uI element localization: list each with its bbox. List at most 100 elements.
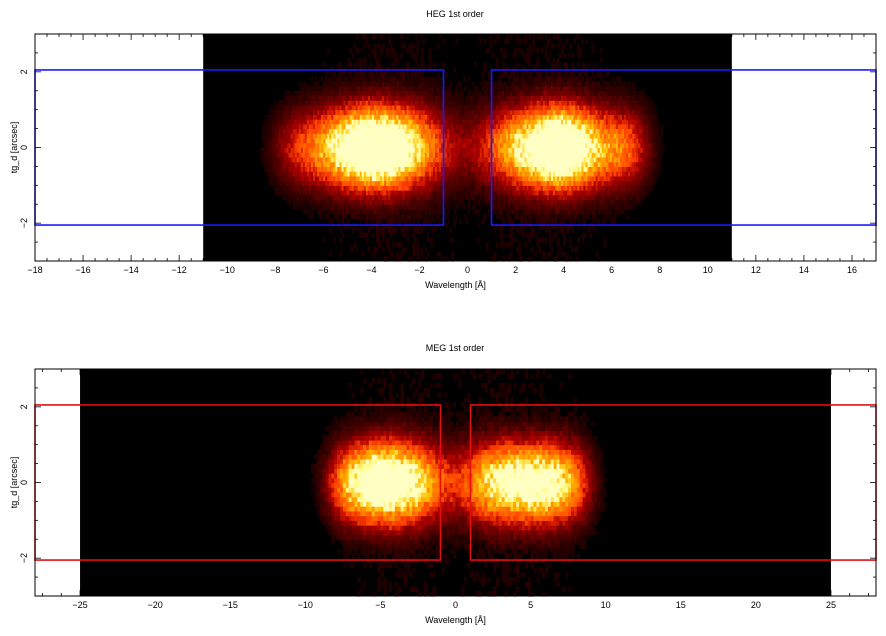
heatmap-cell: [396, 199, 399, 205]
heatmap-cell: [386, 119, 389, 125]
heatmap-cell: [569, 208, 572, 215]
heatmap-cell: [335, 133, 338, 139]
heatmap-cell: [518, 171, 521, 177]
heatmap-cell: [439, 204, 442, 210]
heatmap-cell: [437, 175, 440, 182]
heatmap-cell: [524, 138, 528, 144]
heatmap-cell: [404, 213, 408, 220]
heatmap-cell: [548, 114, 552, 120]
heatmap-cell: [345, 208, 349, 215]
heatmap-cell: [459, 199, 463, 205]
heatmap-cell: [339, 100, 343, 106]
heatmap-cell: [347, 104, 351, 111]
heatmap-cell: [563, 114, 566, 120]
heatmap-cell: [355, 246, 359, 253]
heatmap-cell: [457, 185, 460, 191]
heatmap-cell: [382, 152, 385, 158]
heatmap-cell: [569, 152, 572, 158]
heatmap-cell: [437, 194, 440, 201]
heatmap-cell: [556, 123, 560, 130]
heatmap-cell: [479, 156, 483, 163]
heatmap-cell: [536, 190, 540, 196]
heatmap-cell: [475, 104, 479, 111]
heatmap-cell: [457, 190, 460, 196]
heatmap-cell: [556, 152, 560, 158]
heatmap-cell: [390, 213, 393, 220]
heatmap-cell: [418, 199, 422, 205]
heatmap-cell: [428, 152, 432, 158]
heatmap-cell: [365, 95, 369, 101]
heatmap-cell: [575, 90, 578, 97]
heatmap-cell: [398, 123, 402, 130]
heatmap-cell: [321, 156, 324, 163]
heatmap-cell: [544, 152, 548, 158]
heatmap-cell: [544, 104, 548, 111]
heatmap-cell: [506, 123, 509, 130]
heatmap-cell: [493, 180, 497, 186]
heatmap-cell: [546, 138, 550, 144]
heatmap-cell: [400, 34, 404, 40]
heatmap-cell: [416, 204, 420, 210]
heatmap-cell: [373, 142, 377, 149]
heatmap-cell: [355, 123, 359, 130]
heatmap-cell: [339, 185, 343, 191]
heatmap-cell: [544, 156, 548, 163]
heatmap-cell: [439, 100, 442, 106]
heatmap-cell: [286, 90, 290, 97]
heatmap-cell: [414, 114, 418, 120]
heatmap-cell: [329, 204, 332, 210]
heatmap-cell: [365, 208, 369, 215]
heatmap-cell: [428, 161, 432, 168]
heatmap-cell: [508, 213, 511, 220]
heatmap-cell: [432, 190, 436, 196]
heatmap-cell: [357, 185, 361, 191]
heatmap-cell: [485, 246, 489, 253]
heatmap-cell: [451, 256, 454, 262]
heatmap-cell: [319, 161, 322, 168]
heatmap-cell: [388, 86, 391, 92]
heatmap-cell: [528, 213, 532, 220]
heatmap-cell: [416, 138, 420, 144]
heatmap-cell: [296, 156, 300, 163]
heatmap-cell: [434, 104, 438, 111]
heatmap-cell: [528, 43, 532, 49]
heatmap-cell: [491, 204, 495, 210]
heatmap-cell: [561, 104, 564, 111]
heatmap-cell: [416, 199, 420, 205]
heatmap-cell: [294, 147, 298, 153]
heatmap-cell: [290, 194, 294, 201]
heatmap-cell: [430, 147, 434, 153]
heatmap-cell: [353, 114, 357, 120]
heatmap-cell: [447, 190, 450, 196]
heatmap-cell: [461, 204, 465, 210]
heatmap-cell: [546, 227, 550, 234]
heatmap-cell: [390, 52, 393, 59]
heatmap-cell: [520, 95, 524, 101]
heatmap-cell: [400, 86, 404, 92]
heatmap-cell: [439, 90, 442, 97]
heatmap-cell: [325, 119, 328, 125]
heatmap-cell: [538, 76, 542, 82]
heatmap-cell: [522, 76, 526, 82]
heatmap-cell: [479, 114, 483, 120]
heatmap-cell: [272, 114, 275, 120]
heatmap-cell: [382, 71, 385, 78]
heatmap-cell: [534, 156, 538, 163]
heatmap-cell: [319, 175, 322, 182]
heatmap-cell: [404, 104, 408, 111]
heatmap-cell: [310, 190, 314, 196]
heatmap-cell: [412, 52, 416, 59]
heatmap-cell: [506, 90, 509, 97]
heatmap-cell: [522, 86, 526, 92]
heatmap-cell: [404, 190, 408, 196]
heatmap-cell: [321, 199, 324, 205]
heatmap-cell: [500, 133, 503, 139]
heatmap-cell: [416, 123, 420, 130]
heatmap-cell: [367, 171, 371, 177]
heatmap-cell: [343, 161, 347, 168]
heatmap-cell: [357, 128, 361, 134]
heatmap-cell: [308, 138, 312, 144]
heatmap-cell: [477, 133, 481, 139]
heatmap-cell: [298, 119, 302, 125]
heatmap-cell: [359, 57, 363, 63]
